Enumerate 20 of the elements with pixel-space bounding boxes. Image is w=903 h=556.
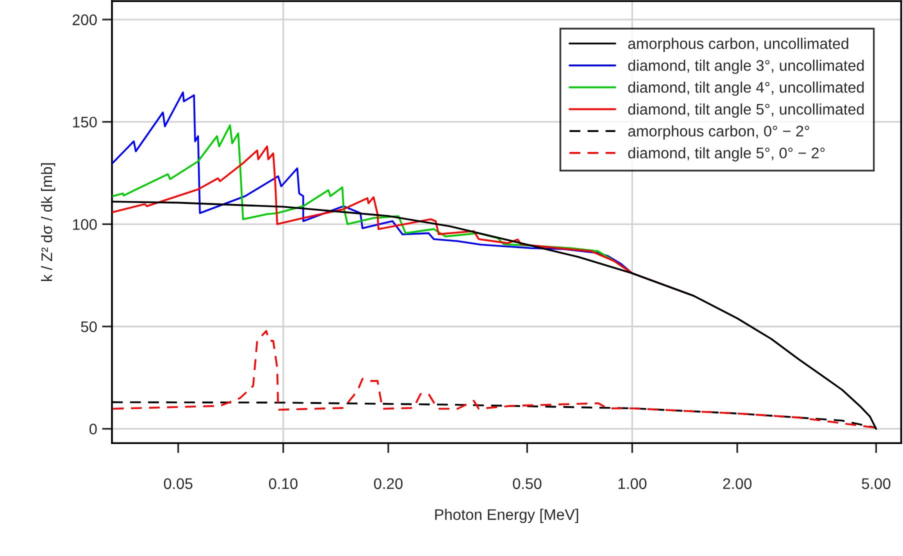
- legend-label: diamond, tilt angle 4°, uncollimated: [628, 82, 864, 96]
- legend-label: diamond, tilt angle 3°, uncollimated: [628, 60, 864, 74]
- x-tick-label: 1.00: [618, 478, 646, 490]
- legend-label: diamond, tilt angle 5°, 0° − 2°: [628, 147, 825, 162]
- x-tick-label: 0.50: [512, 478, 542, 490]
- x-axis-title: Photon Energy [MeV]: [435, 508, 578, 524]
- y-tick-label: 200: [72, 14, 97, 26]
- y-tick-label: 150: [73, 116, 97, 128]
- y-tick-label: 50: [81, 321, 97, 332]
- x-tick-label: 2.00: [723, 478, 752, 490]
- legend-label: amorphous carbon, 0° − 2°: [628, 125, 810, 140]
- y-tick-label: 100: [73, 219, 97, 230]
- y-axis-title: k / Z² dσ / dk [mb]: [40, 163, 56, 281]
- x-tick-label: 0.10: [268, 478, 298, 490]
- legend-label: amorphous carbon, uncollimated: [628, 38, 848, 52]
- legend-label: diamond, tilt angle 5°, uncollimated: [628, 103, 864, 118]
- x-tick-label: 0.05: [164, 478, 192, 490]
- x-tick-label: 0.20: [374, 478, 403, 490]
- x-tick-label: 5.00: [862, 478, 890, 490]
- y-tick-label: 0: [89, 424, 97, 434]
